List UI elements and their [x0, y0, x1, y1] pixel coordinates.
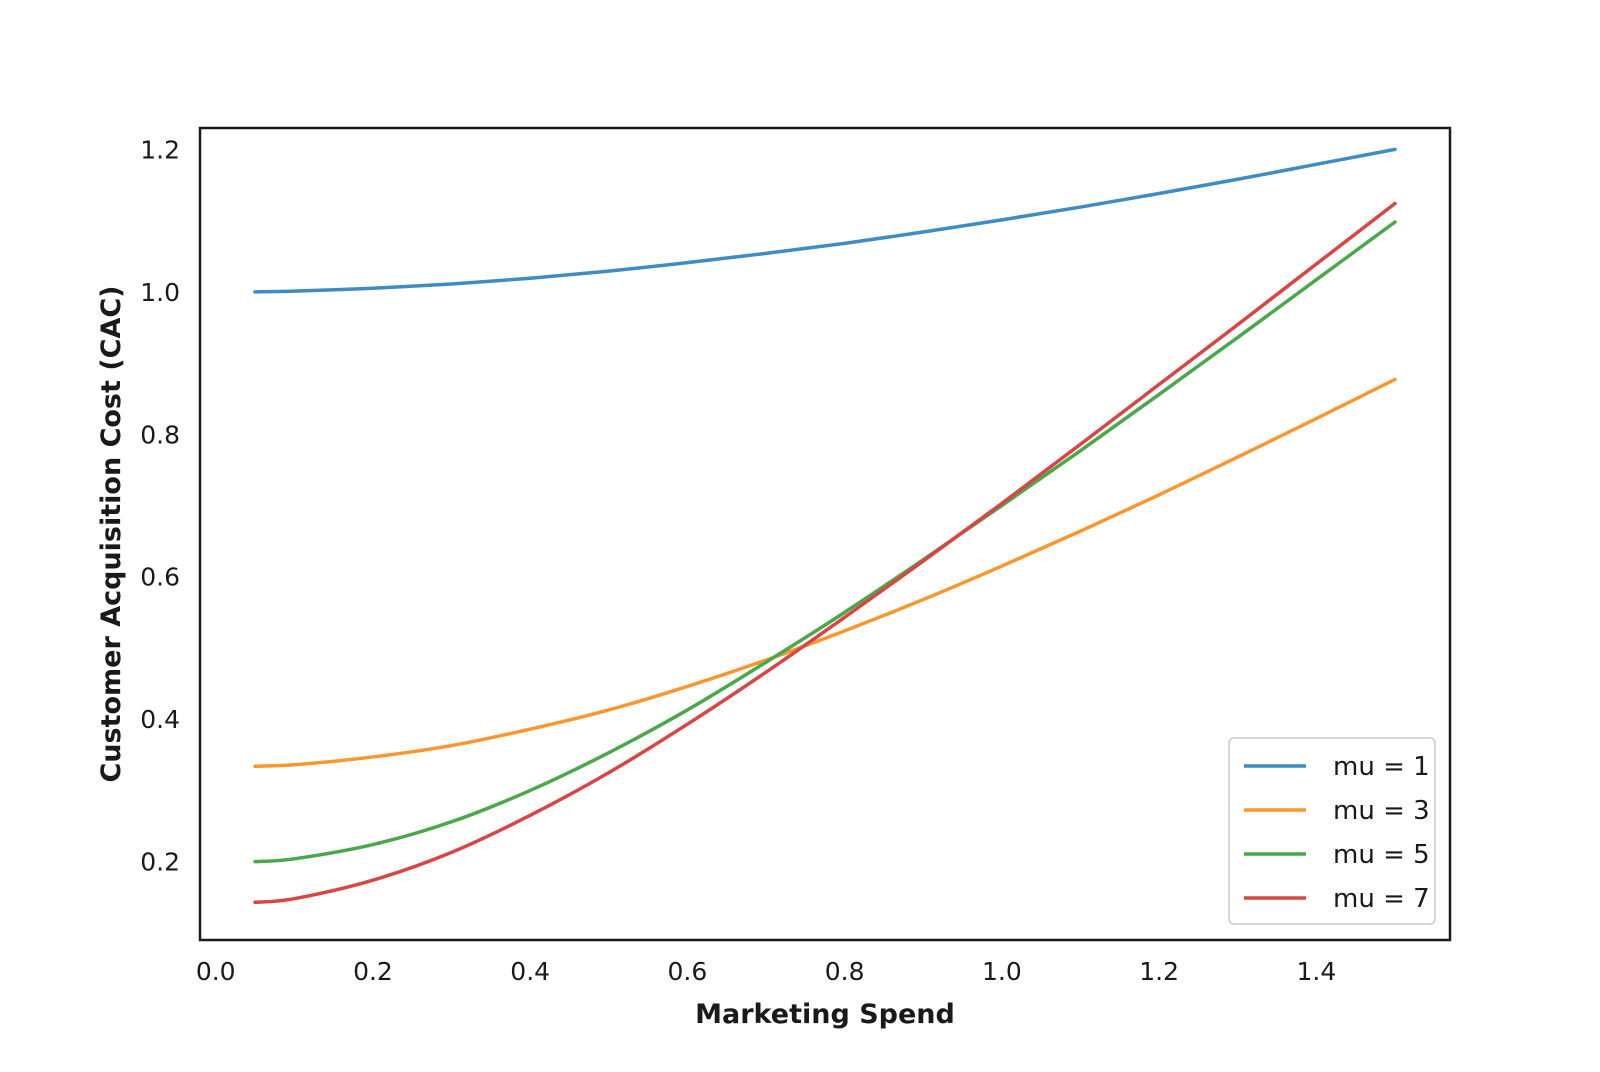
y-tick-label: 1.2	[140, 135, 180, 164]
series-lines	[253, 147, 1397, 904]
y-tick-label: 1.0	[140, 278, 180, 307]
x-tick-label: 0.4	[510, 957, 550, 986]
y-tick-label: 0.2	[140, 848, 180, 877]
legend-label: mu = 3	[1333, 796, 1430, 826]
x-axis-ticks: 0.0 0.2 0.4 0.6 0.8 1.0 1.2 1.4	[196, 957, 1336, 986]
y-tick-label: 0.4	[140, 705, 180, 734]
x-tick-label: 1.2	[1139, 957, 1179, 986]
legend: mu = 1 mu = 3 mu = 5 mu = 7	[1228, 737, 1436, 925]
y-axis-ticks: 0.2 0.4 0.6 0.8 1.0 1.2	[140, 135, 180, 876]
legend-label: mu = 5	[1333, 840, 1430, 870]
legend-label: mu = 1	[1333, 752, 1430, 782]
x-tick-label: 0.6	[668, 957, 708, 986]
y-tick-label: 0.8	[140, 420, 180, 449]
series-line-4	[253, 201, 1397, 904]
x-tick-label: 0.8	[825, 957, 865, 986]
series-line-1	[253, 147, 1397, 294]
y-tick-label: 0.6	[140, 563, 180, 592]
x-tick-label: 0.0	[196, 957, 236, 986]
legend-label: mu = 7	[1333, 884, 1430, 914]
plot-frame	[198, 126, 1452, 942]
x-tick-label: 0.2	[353, 957, 393, 986]
x-tick-label: 1.4	[1296, 957, 1336, 986]
series-line-2	[253, 377, 1397, 768]
series-line-3	[253, 220, 1397, 864]
x-axis-title: Marketing Spend	[695, 999, 955, 1030]
y-axis-title: Customer Acquisition Cost (CAC)	[96, 285, 127, 782]
x-tick-label: 1.0	[982, 957, 1022, 986]
legend-box	[1228, 737, 1436, 925]
